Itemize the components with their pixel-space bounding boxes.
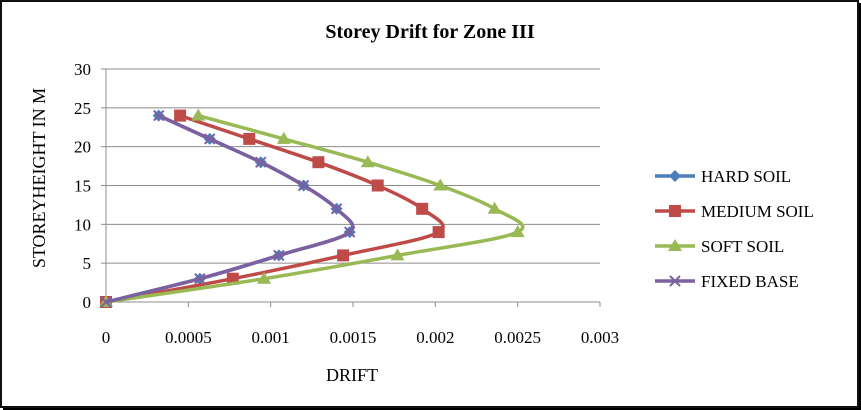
legend-label: FIXED BASE (701, 272, 799, 291)
x-tick-label: 0 (102, 328, 111, 347)
data-point-soft-soil (433, 178, 448, 191)
y-axis-label: STOREYHEIGHT IN M (29, 88, 49, 268)
x-tick-label: 0.001 (252, 328, 290, 347)
series-lines (99, 108, 525, 308)
data-point-soft-soil (360, 155, 375, 168)
data-point-fixed-base (152, 109, 165, 122)
legend-item-hard-soil: HARD SOIL (655, 167, 791, 186)
series-line-soft-soil (105, 113, 525, 304)
data-point-fixed-base (297, 179, 310, 192)
legend-swatch-marker (668, 239, 682, 251)
axes: 0 5 10 15 20 25 30 0 0.0005 0.001 0.0015 0.002 0.002… (74, 60, 619, 347)
legend-item-medium-soil: MEDIUM SOIL (655, 202, 814, 221)
data-point-soft-soil (487, 201, 502, 214)
x-tick-label: 0.0005 (165, 328, 212, 347)
series-fixed-base (100, 109, 356, 308)
data-point-fixed-base (343, 226, 356, 238)
y-tick-label: 0 (83, 293, 92, 312)
legend-label: SOFT SOIL (701, 237, 784, 256)
y-tick-label: 15 (74, 177, 91, 196)
data-point-medium-soil (312, 156, 325, 169)
data-point-soft-soil (390, 248, 405, 261)
x-tick-label: 0.003 (581, 328, 619, 347)
y-tick-label: 5 (83, 254, 92, 273)
data-point-soft-soil (257, 271, 272, 284)
chart-title: Storey Drift for Zone III (325, 21, 534, 43)
series-soft-soil (99, 108, 525, 307)
data-point-fixed-base (330, 203, 343, 215)
series-line-medium-soil (105, 113, 445, 304)
legend-label: HARD SOIL (701, 167, 791, 186)
legend-swatch-marker (669, 275, 681, 287)
data-point-fixed-base (194, 272, 206, 285)
legend-label: MEDIUM SOIL (701, 202, 814, 221)
y-tick-label: 30 (74, 60, 91, 79)
data-point-medium-soil (243, 132, 256, 145)
legend-swatch-marker (669, 170, 681, 182)
legend: HARD SOIL MEDIUM SOIL SOFT SOIL FIXED BASE (655, 167, 814, 291)
y-tick-label: 20 (74, 138, 91, 157)
legend-item-fixed-base: FIXED BASE (655, 272, 799, 291)
legend-item-soft-soil: SOFT SOIL (655, 237, 784, 256)
data-point-medium-soil (337, 249, 350, 262)
gridlines (106, 68, 600, 264)
data-point-fixed-base (204, 133, 216, 145)
x-axis-label: DRIFT (326, 365, 378, 385)
data-point-fixed-base (255, 156, 267, 168)
data-point-medium-soil (174, 109, 187, 122)
y-tick-label: 25 (74, 99, 91, 118)
legend-swatch-marker (669, 205, 681, 217)
x-tick-label: 0.002 (416, 328, 454, 347)
data-point-medium-soil (416, 202, 429, 215)
x-tick-label: 0.0015 (330, 328, 377, 347)
data-point-medium-soil (432, 226, 445, 239)
data-point-soft-soil (276, 131, 291, 144)
y-tick-label: 10 (74, 215, 91, 234)
data-point-fixed-base (100, 296, 112, 308)
data-point-soft-soil (191, 108, 206, 121)
data-point-fixed-base (273, 249, 285, 262)
x-tick-label: 0.0025 (494, 328, 541, 347)
data-point-soft-soil (510, 225, 525, 238)
data-point-medium-soil (371, 179, 384, 192)
